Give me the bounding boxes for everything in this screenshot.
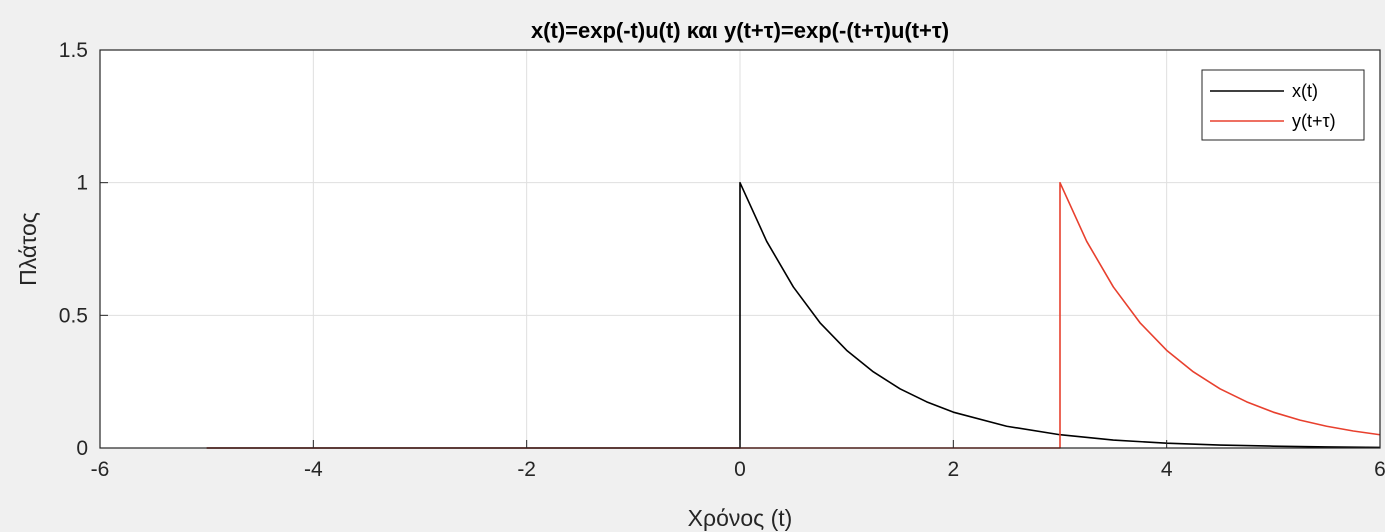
series-layer [206, 181, 1381, 449]
series-line-1 [206, 181, 1381, 449]
x-tick-label: -4 [304, 458, 323, 481]
x-axis-label: Χρόνος (t) [688, 505, 793, 531]
y-axis-label: Πλάτος [15, 212, 41, 286]
y-tick-label: 1.5 [59, 39, 88, 62]
x-tick-label: 6 [1374, 458, 1385, 481]
legend-box [1201, 69, 1365, 141]
legend-label: x(t) [1292, 81, 1318, 101]
chart-title: x(t)=exp(-t)u(t) και y(t+τ)=exp(-(t+τ)u(… [531, 18, 949, 43]
x-tick-label: -6 [91, 458, 110, 481]
x-tick-label: -2 [517, 458, 536, 481]
axis-ticks: -6 -4 -2 0 2 4 6 0 0.5 1 1.5 [59, 39, 1385, 481]
x-tick-label: 0 [734, 458, 746, 481]
y-tick-label: 1 [76, 172, 88, 195]
y-tick-label: 0 [76, 437, 88, 460]
x-tick-label: 4 [1161, 458, 1173, 481]
x-tick-label: 2 [947, 458, 959, 481]
legend: x(t) y(t+τ) [1201, 69, 1365, 141]
y-tick-label: 0.5 [59, 304, 88, 327]
legend-label: y(t+τ) [1292, 111, 1336, 131]
series-line-2 [206, 181, 1381, 449]
